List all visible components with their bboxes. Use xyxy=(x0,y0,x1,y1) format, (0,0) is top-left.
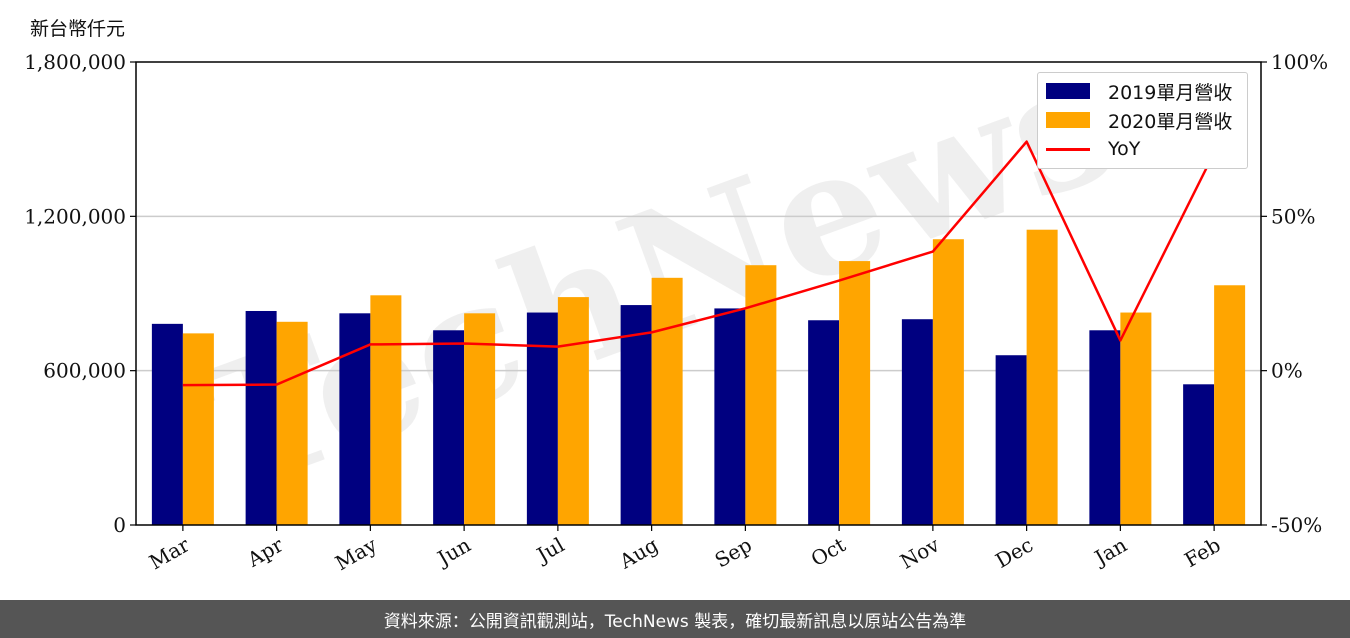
x-tick-label-apr: Apr xyxy=(242,532,287,572)
bar-2019-mar xyxy=(151,323,183,525)
bar-2019-jan xyxy=(1089,330,1121,525)
legend-line-yoy xyxy=(1046,147,1090,151)
x-tick-label-dec: Dec xyxy=(991,533,1037,573)
source-footer-text: 資料來源：公開資訊觀測站，TechNews 製表，確切最新訊息以原站公告為準 xyxy=(383,611,967,632)
bar-2020-aug xyxy=(651,277,683,525)
x-tick-label-nov: Nov xyxy=(896,532,944,574)
bar-2019-may xyxy=(339,313,371,525)
bar-2020-sep xyxy=(745,265,777,525)
bar-2019-nov xyxy=(901,319,933,525)
bar-2019-apr xyxy=(245,310,277,525)
bar-2019-feb xyxy=(1183,384,1215,525)
bar-2020-nov xyxy=(932,239,964,525)
x-tick-label-sep: Sep xyxy=(711,533,756,573)
bar-2020-jan xyxy=(1120,312,1152,525)
revenue-chart: TechNews0600,0001,200,0001,800,000-50%0%… xyxy=(24,18,1328,575)
legend-swatch-2019 xyxy=(1046,83,1090,99)
right-tick-label: -50% xyxy=(1271,513,1322,537)
legend-item-2019: 2019單月營收 xyxy=(1046,79,1233,104)
bar-2020-dec xyxy=(1026,229,1058,525)
bar-2019-oct xyxy=(808,320,840,525)
x-tick-label-jan: Jan xyxy=(1089,532,1131,570)
left-tick-label: 1,200,000 xyxy=(24,204,126,228)
left-tick-label: 600,000 xyxy=(43,359,126,383)
legend-item-yoy: YoY xyxy=(1046,137,1140,161)
legend-label-2019: 2019單月營收 xyxy=(1108,81,1233,104)
bar-2020-feb xyxy=(1214,285,1246,525)
bar-2020-mar xyxy=(182,333,214,525)
legend-label-yoy: YoY xyxy=(1108,138,1141,160)
bar-2019-sep xyxy=(714,308,746,525)
legend-swatch-2020 xyxy=(1046,112,1090,128)
x-tick-label-jun: Jun xyxy=(432,532,475,571)
bar-2019-dec xyxy=(995,355,1027,525)
left-tick-label: 1,800,000 xyxy=(24,50,126,74)
x-tick-label-oct: Oct xyxy=(807,533,850,572)
right-tick-label: 100% xyxy=(1271,50,1328,74)
bar-2020-jul xyxy=(557,297,589,525)
chart-legend: 2019單月營收 2020單月營收 YoY xyxy=(1037,72,1248,169)
x-tick-label-may: May xyxy=(331,532,381,575)
yoy-line xyxy=(182,140,1216,387)
x-tick-label-jul: Jul xyxy=(531,533,568,568)
right-tick-label: 50% xyxy=(1271,204,1315,228)
bar-2020-jun xyxy=(464,313,496,525)
x-tick-label-mar: Mar xyxy=(145,532,194,574)
bar-2019-jul xyxy=(526,312,558,525)
bar-2019-jun xyxy=(433,330,465,525)
x-tick-label-aug: Aug xyxy=(614,532,662,573)
legend-item-2020: 2020單月營收 xyxy=(1046,108,1233,133)
x-tick-label-feb: Feb xyxy=(1180,533,1224,572)
bar-2020-apr xyxy=(276,321,308,525)
bar-2020-may xyxy=(370,295,402,525)
bar-2020-oct xyxy=(839,261,871,525)
left-tick-label: 0 xyxy=(113,513,126,537)
source-footer: 資料來源：公開資訊觀測站，TechNews 製表，確切最新訊息以原站公告為準 xyxy=(0,600,1350,638)
plot-frame xyxy=(135,61,1262,526)
y-axis-unit-label: 新台幣仟元 xyxy=(30,18,126,40)
bar-2019-aug xyxy=(620,305,652,525)
legend-label-2020: 2020單月營收 xyxy=(1108,110,1233,133)
right-tick-label: 0% xyxy=(1271,359,1303,383)
